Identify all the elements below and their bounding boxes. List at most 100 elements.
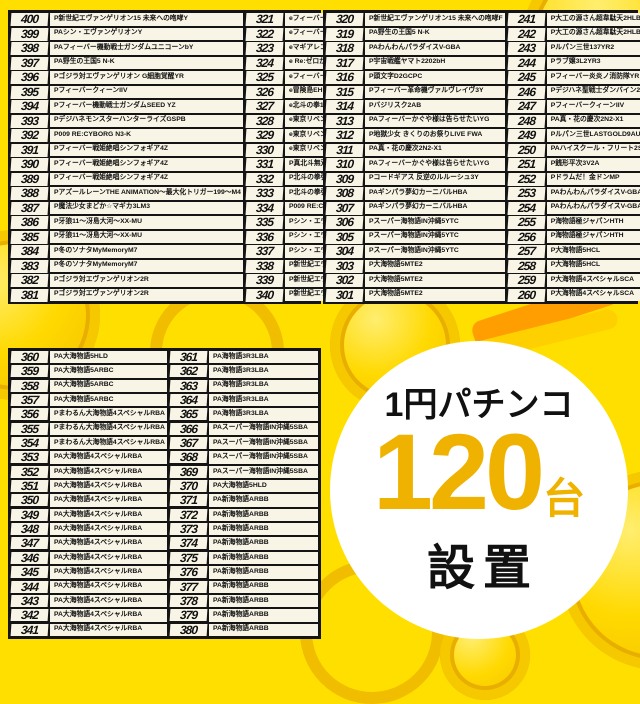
machine-name: Pスーパー海物語IN沖縄5YTC xyxy=(365,245,505,258)
machine-number: 341 xyxy=(10,623,49,637)
machine-name: Pスーパー海物語IN沖縄5YTC xyxy=(365,216,505,229)
machine-row: 350 PA大海物語4スペシャルRBA xyxy=(10,494,167,508)
machine-name: Pラブ嬢3L2YR3 xyxy=(546,56,640,69)
machine-column-310s: 320 P新世紀エヴァンゲリオン15 未来への咆哮F 319 PA野生の王国5 … xyxy=(325,12,505,302)
machine-name: Pフィーバー革命機ヴァルヴレイヴ3Y xyxy=(365,85,505,98)
machine-row: 259 P大海物語4スペシャルSCA xyxy=(507,273,640,287)
machine-number: 343 xyxy=(10,594,49,608)
machine-number: 335 xyxy=(245,215,284,229)
machine-row: 360 PA大海物語5HLD xyxy=(10,350,167,364)
machine-number: 314 xyxy=(325,99,364,113)
machine-row: 357 PA大海物語5ARBC xyxy=(10,393,167,407)
machine-number: 251 xyxy=(507,157,546,171)
machine-row: 341 PA大海物語4スペシャルRBA xyxy=(10,623,167,637)
machine-number: 245 xyxy=(507,70,546,84)
machine-row: 247 PフィーバークィーンIIV xyxy=(507,99,640,113)
machine-name: P大海物語4スペシャルSCA xyxy=(546,288,640,301)
machine-name: PA大海物語4スペシャルRBA xyxy=(50,465,167,479)
machine-name: Pまわるん大海物語4スペシャルRBA xyxy=(50,437,167,450)
machine-name: Pまわるん大海物語4スペシャルRBA xyxy=(50,422,167,436)
machine-row: 303 P大海物語5MTE2 xyxy=(325,259,505,273)
machine-table-top-left: 400 P新世紀エヴァンゲリオン15 未来への咆哮Y 399 PAシン・エヴァン… xyxy=(8,10,448,304)
machine-row: 398 PAフィーバー機動戦士ガンダムユニコーンbY xyxy=(10,41,243,55)
machine-name: PAハイスクール・フリート2SB xyxy=(546,143,640,156)
machine-name: PA海物語3R3LBA xyxy=(208,394,318,407)
machine-number: 254 xyxy=(507,201,546,215)
machine-row: 396 Pゴジラ対エヴァンゲリオン G細胞覚醒YR xyxy=(10,70,243,84)
machine-number: 246 xyxy=(507,85,546,99)
machine-row: 320 P新世紀エヴァンゲリオン15 未来への咆哮F xyxy=(325,12,505,26)
machine-number: 309 xyxy=(325,172,364,186)
machine-number: 376 xyxy=(169,565,208,579)
machine-number: 393 xyxy=(10,114,49,128)
machine-name: P冬のソナタMyMemoryM7 xyxy=(50,259,243,272)
machine-name: P宇宙戦艦ヤマト2202bH xyxy=(365,56,505,69)
machine-name: PデジハネモンスターハンターライズGSPB xyxy=(50,114,243,127)
machine-number: 390 xyxy=(10,157,49,171)
machine-number: 342 xyxy=(10,608,49,622)
machine-number: 337 xyxy=(245,244,284,258)
machine-number: 360 xyxy=(10,350,49,364)
machine-number: 379 xyxy=(169,608,208,622)
machine-number: 349 xyxy=(10,508,49,522)
machine-name: Pまわるん大海物語4スペシャルRBA xyxy=(50,408,167,421)
machine-row: 362 PA海物語3R3LBA xyxy=(169,365,318,379)
machine-number: 394 xyxy=(10,99,49,113)
machine-number: 322 xyxy=(245,27,284,41)
machine-name: Pドラムだ！金ドンMP xyxy=(546,172,640,185)
machine-number: 369 xyxy=(169,465,208,479)
machine-name: PA新海物語ARBB xyxy=(208,537,318,550)
machine-row: 302 P大海物語5MTE2 xyxy=(325,273,505,287)
machine-number: 383 xyxy=(10,259,49,273)
machine-number: 345 xyxy=(10,565,49,579)
machine-number: 304 xyxy=(325,244,364,258)
machine-name: PA大海物語4スペシャルRBA xyxy=(50,566,167,579)
machine-name: P新世紀エヴァンゲリオン15 未来への咆哮Y xyxy=(50,13,243,26)
machine-row: 250 PAハイスクール・フリート2SB xyxy=(507,143,640,157)
machine-row: 245 Pフィーバー炎炎ノ消防隊YR xyxy=(507,70,640,84)
machine-number: 332 xyxy=(245,172,284,186)
machine-table-top-right: 320 P新世紀エヴァンゲリオン15 未来への咆哮F 319 PA野生の王国5 … xyxy=(323,10,640,304)
machine-name: PA大海物語4スペシャルRBA xyxy=(50,480,167,493)
machine-row: 260 P大海物語4スペシャルSCA xyxy=(507,288,640,302)
machine-number: 306 xyxy=(325,215,364,229)
machine-name: P牙狼11～冴島大河～XX-MU xyxy=(50,230,243,243)
machine-number: 334 xyxy=(245,201,284,215)
machine-number: 352 xyxy=(10,465,49,479)
machine-row: 349 PA大海物語4スペシャルRBA xyxy=(10,508,167,522)
machine-name: P009 RE:CYBORG N3-K xyxy=(50,129,243,142)
machine-number: 340 xyxy=(245,288,284,302)
machine-number: 398 xyxy=(10,41,49,55)
machine-number: 344 xyxy=(10,580,49,594)
machine-number: 305 xyxy=(325,230,364,244)
machine-number: 389 xyxy=(10,172,49,186)
machine-number: 248 xyxy=(507,114,546,128)
machine-row: 383 P冬のソナタMyMemoryM7 xyxy=(10,259,243,273)
machine-number: 253 xyxy=(507,186,546,200)
machine-number: 357 xyxy=(10,393,49,407)
machine-number: 241 xyxy=(507,12,546,26)
machine-number: 366 xyxy=(169,422,208,436)
machine-number: 339 xyxy=(245,273,284,287)
machine-row: 311 PA真・花の慶次2N2-X1 xyxy=(325,143,505,157)
machine-name: PA大海物語4スペシャルRBA xyxy=(50,623,167,636)
machine-number: 371 xyxy=(169,494,208,508)
machine-name: PアズールレーンTHE ANIMATION～最大化トリガー199～M4 xyxy=(50,187,243,200)
machine-name: PA大海物語4スペシャルRBA xyxy=(50,537,167,550)
machine-name: PA大海物語4スペシャルRBA xyxy=(50,523,167,536)
machine-row: 361 PA海物語3R3LBA xyxy=(169,350,318,364)
machine-name: Pゴジラ対エヴァンゲリオン G細胞覚醒YR xyxy=(50,71,243,84)
machine-number: 252 xyxy=(507,172,546,186)
machine-name: PA新海物語ARBB xyxy=(208,566,318,579)
badge-subtitle: 設置 xyxy=(426,541,539,595)
machine-number: 323 xyxy=(245,41,284,55)
machine-number: 387 xyxy=(10,201,49,215)
machine-number: 303 xyxy=(325,259,364,273)
machine-name: Pフィーバー機動戦士ガンダムSEED YZ xyxy=(50,100,243,113)
machine-number: 324 xyxy=(245,56,284,70)
machine-number: 317 xyxy=(325,56,364,70)
machine-row: 358 PA大海物語5ARBC xyxy=(10,379,167,393)
machine-number: 249 xyxy=(507,128,546,142)
machine-name: Pフィーバー戦姫絶唱シンフォギア4Z xyxy=(50,143,243,156)
machine-row: 370 PA大海物語5HLD xyxy=(169,479,318,493)
